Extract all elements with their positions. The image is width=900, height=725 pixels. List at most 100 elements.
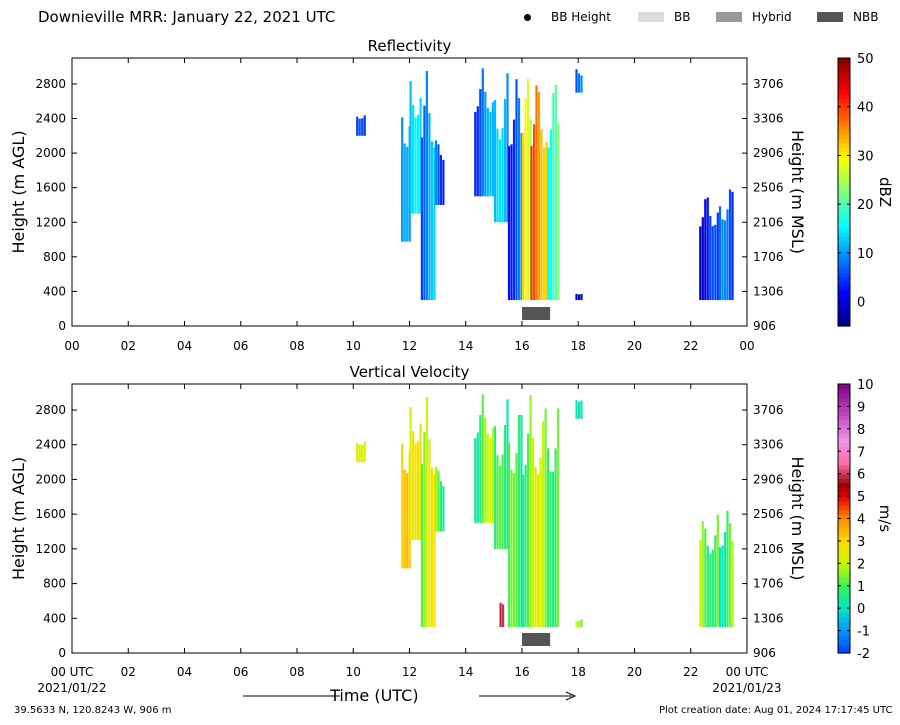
swatch-icon — [716, 12, 742, 22]
echo-streak — [493, 100, 497, 223]
colorbar-segment — [838, 267, 850, 273]
colorbar-segment — [838, 285, 850, 291]
echo-streak — [723, 220, 727, 300]
colorbar-segment — [838, 545, 850, 551]
swatch-icon — [638, 12, 664, 22]
echo-streak — [554, 84, 557, 301]
echo-streak — [423, 105, 426, 300]
colorbar-segment — [838, 554, 850, 560]
colorbar-segment — [838, 205, 850, 211]
x-tick-label: 16 — [514, 665, 529, 679]
colorbar-frame — [837, 57, 851, 327]
echo-streak — [557, 123, 560, 301]
echo-streak — [704, 528, 707, 627]
echo-streak — [706, 545, 709, 627]
x-tick-label: 02 — [121, 665, 136, 679]
x-tick-label: 14 — [458, 665, 473, 679]
colorbar-tick-label: 9 — [857, 400, 865, 415]
echo-streak — [701, 217, 704, 301]
echo-streak — [506, 73, 509, 223]
x-tick-label: 14 — [458, 339, 473, 353]
colorbar-segment — [838, 62, 850, 68]
echo-streak — [699, 226, 702, 300]
y-tick-label-right: 1306 — [753, 611, 784, 625]
x-tick-label: 06 — [233, 339, 248, 353]
x-tick-label: 18 — [571, 665, 586, 679]
legend-label: BB Height — [551, 10, 611, 24]
echo-region — [499, 602, 505, 627]
y-tick-label: 400 — [43, 284, 66, 298]
colorbar-segment — [838, 612, 850, 618]
y-tick-label-right: 2506 — [753, 181, 784, 195]
echo-streak — [522, 133, 525, 300]
echo-region — [718, 189, 734, 301]
colorbar-segment — [838, 594, 850, 600]
colorbar-segment — [838, 437, 850, 443]
echo-streak — [542, 421, 545, 627]
colorbar-segment — [838, 446, 850, 452]
x-tick-label: 08 — [289, 665, 304, 679]
colorbar-segment — [838, 254, 850, 260]
echo-streak — [575, 293, 578, 301]
colorbar-segment — [838, 603, 850, 609]
echo-streak — [716, 212, 719, 301]
echo-streak — [718, 206, 722, 301]
echo-streak — [417, 114, 420, 214]
colorbar-segment — [838, 590, 850, 596]
echo-streak — [552, 93, 555, 301]
y-tick-label-right: 2906 — [753, 472, 784, 486]
echo-streak — [532, 124, 536, 300]
echo-streak — [498, 139, 502, 223]
echo-region — [530, 85, 548, 301]
echo-streak — [520, 415, 523, 627]
legend-nbb: NBB — [817, 10, 878, 24]
y-tick-label: 2000 — [35, 146, 66, 160]
echo-region — [420, 70, 436, 301]
echo-region — [434, 466, 445, 532]
echo-streak — [484, 91, 487, 197]
colorbar-segment — [838, 567, 850, 573]
echo-streak — [484, 417, 487, 523]
x-tick-label: 18 — [571, 339, 586, 353]
creation-date-footer: Plot creation date: Aug 01, 2024 17:17:4… — [659, 705, 893, 716]
echo-streak — [540, 129, 543, 300]
echo-streak — [547, 448, 550, 627]
colorbar-segment — [838, 617, 850, 623]
echo-streak — [486, 107, 489, 197]
colorbar-segment — [838, 482, 850, 488]
colorbar-segment — [838, 397, 850, 403]
x-tick-label: 06 — [233, 665, 248, 679]
colorbar-segment — [838, 639, 850, 645]
echo-region — [699, 514, 719, 627]
echo-region — [474, 394, 494, 523]
echo-streak — [420, 137, 423, 301]
y-tick-label: 2800 — [35, 77, 66, 91]
colorbar-tick-label: 3 — [857, 535, 865, 550]
echo-streak — [507, 443, 511, 627]
echo-streak — [549, 471, 552, 627]
colorbar-segment — [838, 299, 850, 305]
echo-region — [409, 407, 422, 541]
colorbar-segment — [838, 98, 850, 104]
y-tick-label: 800 — [43, 250, 66, 264]
echo-streak — [699, 540, 702, 627]
echo-streak — [575, 621, 578, 627]
echo-streak — [419, 424, 422, 541]
echo-streak — [476, 432, 479, 523]
echo-streak — [358, 445, 361, 463]
colorbar-segment — [838, 71, 850, 77]
echo-region — [522, 395, 560, 627]
colorbar-segment — [838, 308, 850, 314]
echo-streak — [711, 226, 714, 301]
colorbar-segment — [838, 196, 850, 202]
colorbar-tick-label: 20 — [857, 198, 874, 213]
colorbar-segment — [838, 648, 850, 654]
colorbar-segment — [838, 241, 850, 247]
echo-streak — [439, 154, 442, 205]
colorbar-segment — [838, 263, 850, 269]
echo-streak — [358, 118, 361, 136]
y-tick-label: 1200 — [35, 542, 66, 556]
echo-streak — [577, 73, 581, 93]
colorbar-segment — [838, 321, 850, 327]
colorbar-segment — [838, 401, 850, 408]
